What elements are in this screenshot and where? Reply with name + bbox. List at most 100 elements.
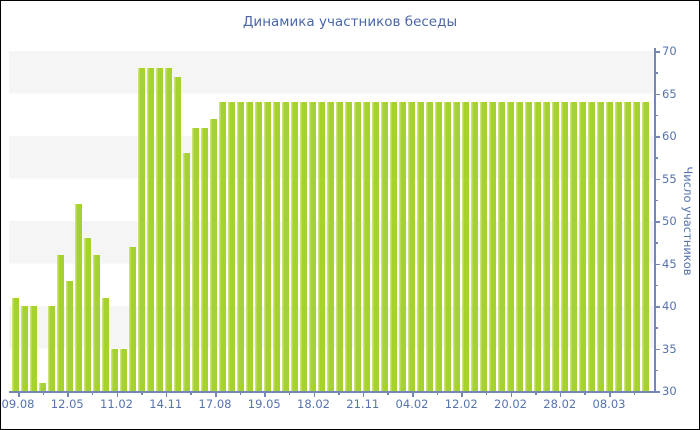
bar	[192, 127, 199, 391]
bar	[390, 102, 397, 391]
bar	[534, 102, 541, 391]
bar	[120, 348, 127, 391]
y-tick-major	[655, 93, 660, 95]
bar	[219, 102, 226, 391]
y-tick-label: 30	[662, 384, 677, 398]
bar	[498, 102, 505, 391]
bar	[552, 102, 559, 391]
bar	[264, 102, 271, 391]
x-tick-major	[165, 392, 168, 397]
y-tick-minor	[655, 157, 658, 159]
y-tick-major	[655, 51, 660, 53]
y-tick-major	[655, 263, 660, 265]
bar	[489, 102, 496, 391]
bar	[471, 102, 478, 391]
bar	[138, 68, 145, 391]
x-tick-major	[264, 392, 266, 397]
bar	[561, 102, 568, 391]
bar	[480, 102, 487, 391]
bar	[579, 102, 586, 391]
bar	[633, 102, 640, 391]
bar	[48, 306, 55, 391]
y-tick-label: 40	[662, 299, 677, 313]
bar	[300, 102, 307, 391]
bar	[57, 255, 64, 391]
x-tick-label: 21.11	[346, 397, 380, 411]
bar	[570, 102, 577, 391]
plot-area	[9, 51, 654, 391]
y-tick-major	[655, 306, 660, 308]
x-tick-major	[510, 392, 512, 397]
bar	[309, 102, 316, 391]
bar	[363, 102, 370, 391]
bar	[336, 102, 343, 391]
y-tick-minor	[655, 369, 658, 372]
x-tick-minor	[288, 392, 291, 395]
y-tick-major	[655, 391, 660, 393]
bar	[417, 102, 424, 391]
x-tick-major	[609, 392, 611, 397]
bar	[624, 102, 631, 391]
x-tick-label: 11.02	[100, 397, 133, 411]
x-tick-label: 08.03	[592, 397, 626, 411]
x-axis-line	[9, 391, 655, 393]
x-tick-label: 12.05	[50, 397, 84, 411]
y-tick-minor	[655, 242, 658, 244]
bar	[588, 102, 595, 391]
y-tick-major	[655, 178, 660, 180]
bar	[318, 102, 325, 391]
y-tick-minor	[655, 199, 658, 202]
bar	[408, 102, 415, 391]
y-tick-label: 70	[662, 44, 677, 58]
bar	[606, 102, 613, 391]
x-tick-label: 12.02	[444, 397, 478, 411]
x-tick-major	[215, 392, 217, 397]
y-tick-minor	[655, 72, 658, 74]
bar	[642, 102, 649, 391]
bar	[372, 102, 379, 391]
x-tick-label: 09.08	[1, 397, 35, 411]
bar	[93, 255, 100, 391]
bar	[210, 119, 217, 391]
bar	[525, 102, 532, 391]
y-tick-label: 50	[662, 214, 677, 228]
bar	[327, 102, 334, 391]
bar	[75, 204, 82, 391]
x-tick-label: 04.02	[395, 397, 429, 411]
y-tick-label: 65	[662, 86, 677, 101]
bar	[543, 102, 550, 391]
x-tick-minor	[239, 392, 242, 395]
bar	[399, 102, 406, 391]
x-tick-major	[362, 392, 365, 397]
x-tick-label: 19.05	[247, 397, 281, 411]
bar	[345, 102, 352, 391]
x-tick-minor	[190, 392, 192, 395]
y-tick-label: 35	[662, 341, 677, 356]
y-tick-minor	[655, 327, 658, 329]
y-tick-major	[655, 221, 660, 223]
x-tick-label: 20.02	[494, 397, 527, 411]
x-tick-major	[67, 392, 69, 397]
bar	[246, 102, 253, 391]
x-tick-major	[559, 392, 562, 397]
bar	[381, 102, 388, 391]
bar	[39, 382, 46, 391]
x-tick-major	[461, 392, 463, 397]
x-tick-major	[18, 392, 20, 397]
bar	[66, 280, 73, 391]
x-tick-label: 14.11	[149, 397, 183, 411]
x-tick-major	[313, 392, 315, 397]
bar	[597, 102, 604, 391]
bar	[174, 76, 181, 391]
x-tick-label: 18.02	[297, 397, 330, 411]
y-tick-major	[655, 348, 660, 350]
x-tick-minor	[584, 392, 586, 395]
y-axis-line	[654, 48, 656, 392]
x-tick-minor	[436, 392, 439, 395]
bar	[129, 246, 136, 391]
bar	[228, 102, 235, 391]
bar	[201, 127, 208, 391]
x-tick-minor	[42, 392, 45, 395]
bar	[21, 306, 28, 391]
y-tick-label: 60	[662, 129, 677, 143]
